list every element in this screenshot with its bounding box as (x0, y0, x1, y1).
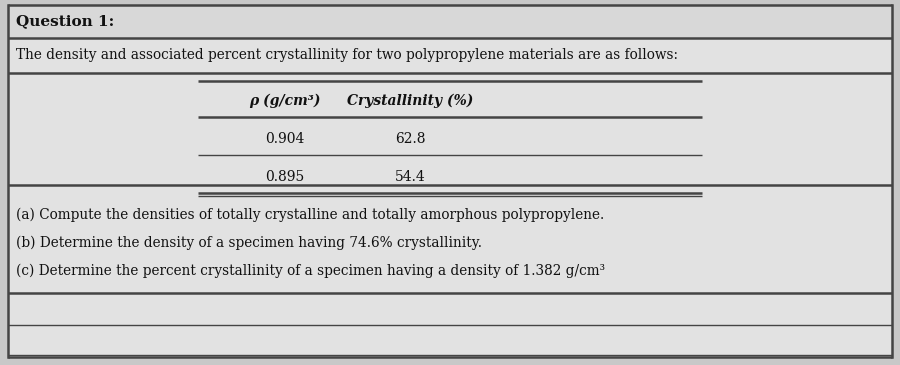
Text: 62.8: 62.8 (395, 132, 426, 146)
Text: (c) Determine the percent crystallinity of a specimen having a density of 1.382 : (c) Determine the percent crystallinity … (16, 264, 605, 278)
Text: Crystallinity (%): Crystallinity (%) (347, 94, 473, 108)
Text: The density and associated percent crystallinity for two polypropylene materials: The density and associated percent cryst… (16, 49, 678, 62)
Text: ρ (g/cm³): ρ (g/cm³) (248, 94, 320, 108)
Text: 0.904: 0.904 (265, 132, 304, 146)
Text: (b) Determine the density of a specimen having 74.6% crystallinity.: (b) Determine the density of a specimen … (16, 236, 482, 250)
Text: Question 1:: Question 1: (16, 15, 114, 28)
Bar (8, 5, 892, 38)
Text: 54.4: 54.4 (395, 170, 426, 184)
Text: 0.895: 0.895 (265, 170, 304, 184)
Text: (a) Compute the densities of totally crystalline and totally amorphous polypropy: (a) Compute the densities of totally cry… (16, 208, 604, 222)
